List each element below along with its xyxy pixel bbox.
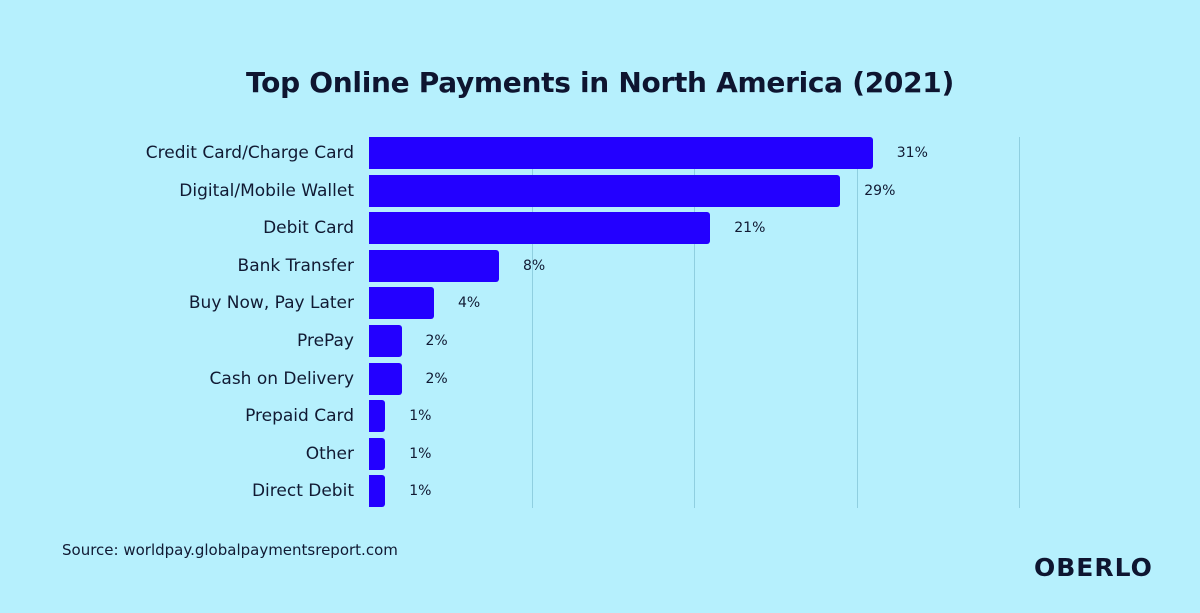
bar bbox=[369, 437, 386, 470]
gridline bbox=[856, 137, 858, 508]
value-label: 4% bbox=[458, 295, 481, 312]
bar bbox=[369, 212, 711, 245]
bar bbox=[369, 287, 434, 320]
value-label: 8% bbox=[523, 257, 546, 274]
bar bbox=[369, 174, 841, 207]
source-note: Source: worldpay.globalpaymentsreport.co… bbox=[62, 541, 398, 559]
value-label: 2% bbox=[425, 333, 448, 349]
value-label: 29% bbox=[864, 182, 896, 199]
value-label: 1% bbox=[409, 483, 432, 500]
category-label: Direct Debit bbox=[251, 481, 354, 502]
bar bbox=[369, 249, 499, 282]
category-label: Buy Now, Pay Later bbox=[188, 293, 354, 314]
value-label: 2% bbox=[425, 370, 448, 387]
category-label: Prepaid Card bbox=[245, 406, 354, 427]
value-label: 21% bbox=[734, 220, 766, 237]
bar bbox=[369, 362, 402, 395]
category-label: Bank Transfer bbox=[237, 255, 354, 276]
plot-area: 31% 29% 21% 8% 4% 2% 2% 1% 1% 1% bbox=[369, 137, 1020, 508]
value-label: 31% bbox=[896, 145, 928, 161]
bar bbox=[369, 325, 402, 357]
bar bbox=[369, 475, 386, 508]
category-label: Digital/Mobile Wallet bbox=[179, 180, 354, 201]
gridline bbox=[1019, 137, 1020, 508]
bar bbox=[369, 400, 386, 433]
oberlo-logo: OBERLO bbox=[1034, 553, 1153, 582]
category-label: Other bbox=[305, 443, 354, 464]
value-label: 1% bbox=[409, 445, 432, 462]
category-label: Debit Card bbox=[263, 218, 354, 239]
category-label: Cash on Delivery bbox=[209, 368, 354, 389]
category-label: Credit Card/Charge Card bbox=[145, 143, 354, 163]
gridline bbox=[531, 137, 533, 508]
bar bbox=[369, 137, 873, 169]
chart-title: Top Online Payments in North America (20… bbox=[246, 66, 954, 99]
value-label: 1% bbox=[409, 408, 432, 425]
category-label: PrePay bbox=[297, 331, 354, 351]
gridline bbox=[694, 137, 695, 508]
